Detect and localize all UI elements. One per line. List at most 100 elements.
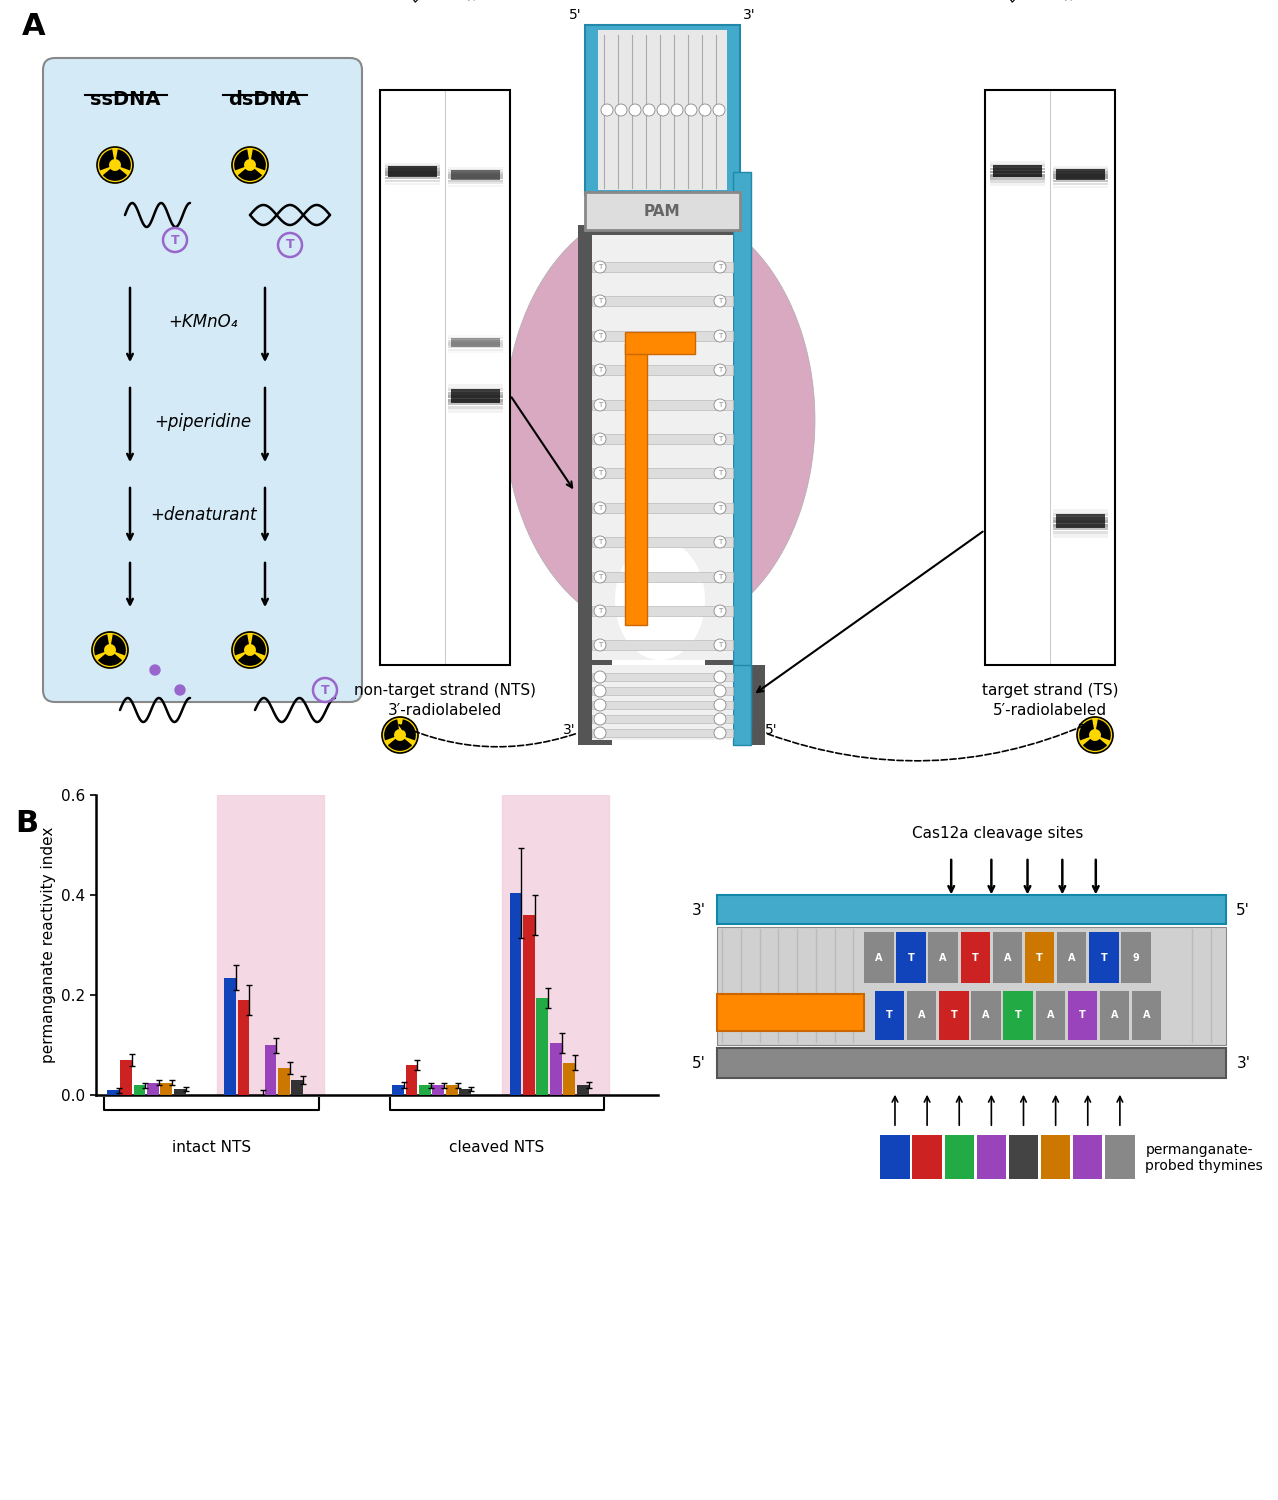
- Circle shape: [714, 399, 726, 411]
- Circle shape: [233, 632, 268, 668]
- Wedge shape: [387, 740, 412, 752]
- Circle shape: [594, 466, 606, 478]
- Circle shape: [233, 147, 268, 183]
- Bar: [1053, 165, 1108, 168]
- Bar: [961, 932, 990, 982]
- Circle shape: [97, 147, 133, 183]
- Circle shape: [643, 104, 656, 116]
- Bar: [734, 232, 748, 664]
- Circle shape: [714, 536, 726, 548]
- Wedge shape: [95, 634, 109, 656]
- Bar: [592, 433, 734, 444]
- Wedge shape: [234, 150, 249, 171]
- Bar: [939, 992, 969, 1039]
- Wedge shape: [238, 654, 262, 666]
- Bar: [217, 795, 325, 1095]
- Text: T: T: [598, 608, 602, 613]
- Text: DNA target alone: DNA target alone: [1005, 0, 1095, 4]
- Circle shape: [714, 670, 726, 682]
- Bar: [592, 716, 734, 723]
- Text: T: T: [718, 436, 722, 442]
- Bar: [385, 165, 440, 168]
- Bar: [990, 162, 1045, 164]
- Bar: [1089, 932, 1118, 982]
- Bar: [449, 166, 504, 170]
- Bar: [502, 795, 610, 1095]
- Ellipse shape: [615, 540, 705, 660]
- Text: A: A: [1068, 952, 1076, 963]
- Text: +piperidine: +piperidine: [155, 413, 252, 430]
- Text: A: A: [1143, 1011, 1150, 1020]
- Bar: [385, 174, 440, 177]
- Circle shape: [629, 104, 642, 116]
- Text: Cas12a cleavage sites: Cas12a cleavage sites: [912, 827, 1084, 842]
- Circle shape: [594, 261, 606, 273]
- Text: 3': 3': [564, 723, 576, 736]
- Bar: [385, 168, 440, 171]
- Bar: [107, 1090, 119, 1095]
- Text: T: T: [598, 574, 602, 580]
- Text: T: T: [598, 298, 602, 304]
- Circle shape: [594, 728, 606, 740]
- Circle shape: [714, 604, 726, 616]
- Bar: [1053, 516, 1108, 519]
- Circle shape: [601, 104, 613, 116]
- Bar: [387, 166, 437, 177]
- Text: T: T: [718, 642, 722, 648]
- Text: A: A: [1003, 952, 1011, 963]
- Bar: [451, 338, 500, 346]
- Text: T: T: [886, 1011, 893, 1020]
- Text: permanganate-
probed thymines: permanganate- probed thymines: [1145, 1143, 1263, 1173]
- Wedge shape: [98, 654, 123, 666]
- Bar: [449, 348, 504, 351]
- Text: +denaturant: +denaturant: [150, 506, 257, 524]
- Bar: [446, 1084, 458, 1095]
- Wedge shape: [234, 634, 249, 656]
- Text: T: T: [718, 470, 722, 476]
- Bar: [1105, 1136, 1135, 1179]
- Bar: [550, 1042, 561, 1095]
- Circle shape: [671, 104, 682, 116]
- Text: T: T: [321, 684, 330, 696]
- Bar: [1008, 1136, 1038, 1179]
- Bar: [907, 992, 937, 1039]
- Circle shape: [594, 712, 606, 724]
- Bar: [864, 932, 893, 982]
- Text: T: T: [1015, 1011, 1021, 1020]
- Text: T: T: [718, 333, 722, 339]
- Wedge shape: [102, 170, 127, 182]
- Bar: [734, 664, 751, 746]
- Bar: [585, 192, 740, 230]
- Bar: [751, 664, 766, 746]
- Bar: [279, 1068, 290, 1095]
- Text: T: T: [1079, 1011, 1086, 1020]
- Circle shape: [594, 670, 606, 682]
- Circle shape: [714, 503, 726, 515]
- Bar: [1053, 186, 1108, 188]
- Bar: [592, 674, 734, 681]
- Bar: [392, 1084, 404, 1095]
- Bar: [592, 687, 734, 694]
- Text: ssDNA: ssDNA: [89, 90, 160, 110]
- Bar: [459, 1089, 472, 1095]
- Text: T: T: [973, 952, 979, 963]
- Bar: [592, 640, 734, 650]
- Bar: [1053, 174, 1108, 177]
- Circle shape: [714, 364, 726, 376]
- Circle shape: [150, 664, 160, 675]
- Bar: [449, 392, 504, 394]
- Circle shape: [594, 536, 606, 548]
- Wedge shape: [250, 634, 266, 656]
- Circle shape: [106, 646, 114, 654]
- Bar: [1056, 170, 1105, 180]
- Bar: [449, 399, 504, 402]
- Bar: [1035, 992, 1065, 1039]
- Wedge shape: [1079, 720, 1094, 741]
- Text: intact NTS: intact NTS: [173, 1140, 252, 1155]
- Bar: [161, 1083, 173, 1095]
- Bar: [238, 1000, 249, 1095]
- Bar: [578, 232, 592, 664]
- Bar: [1056, 513, 1105, 528]
- Bar: [592, 503, 734, 513]
- Wedge shape: [385, 720, 399, 741]
